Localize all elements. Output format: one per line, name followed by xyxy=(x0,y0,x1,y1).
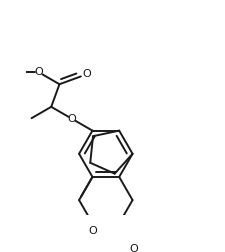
Text: O: O xyxy=(68,114,76,124)
Text: O: O xyxy=(35,68,43,77)
Text: O: O xyxy=(82,70,91,79)
Text: O: O xyxy=(130,244,138,252)
Text: O: O xyxy=(88,226,97,236)
